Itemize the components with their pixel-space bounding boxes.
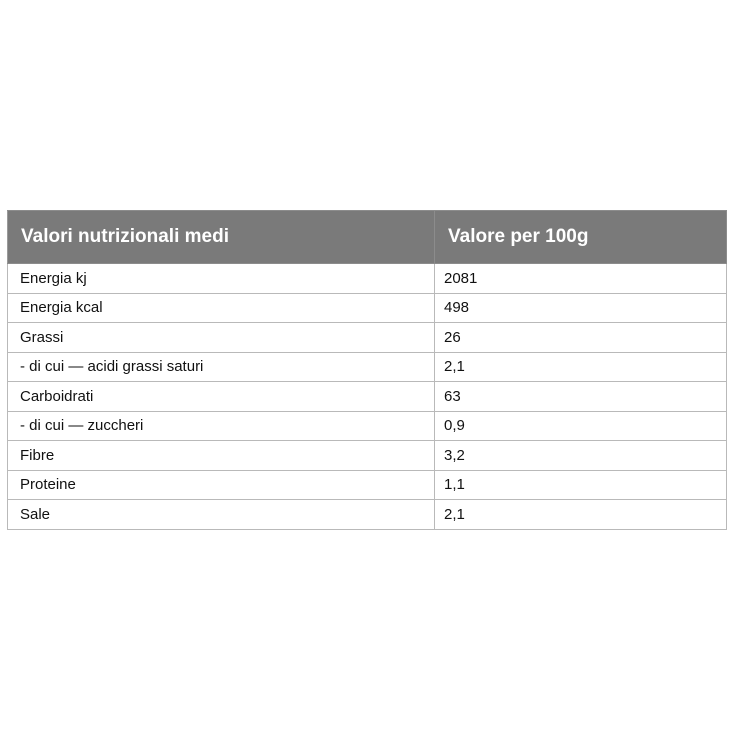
nutrient-value: 2,1 [434,499,727,530]
nutrition-table: Valori nutrizionali medi Valore per 100g… [7,210,727,530]
nutrient-name: Fibre [7,440,435,471]
nutrient-name: Proteine [7,469,435,500]
nutrient-name: - di cui — acidi grassi saturi [7,351,435,382]
nutrient-value: 498 [434,292,727,323]
table-row: Grassi 26 [7,322,727,353]
nutrient-value: 3,2 [434,440,727,471]
nutrient-name: Sale [7,499,435,530]
nutrient-value: 63 [434,381,727,412]
table-row: - di cui — zuccheri 0,9 [7,410,727,441]
nutrient-name: Energia kj [7,263,435,294]
table-row: - di cui — acidi grassi saturi 2,1 [7,351,727,382]
nutrient-value: 26 [434,322,727,353]
nutrient-value: 2081 [434,263,727,294]
header-value-per-100g: Valore per 100g [434,210,727,264]
header-row: Valori nutrizionali medi Valore per 100g [7,210,727,264]
table-row: Carboidrati 63 [7,381,727,412]
nutrient-value: 1,1 [434,469,727,500]
table-row: Energia kj 2081 [7,263,727,294]
nutrient-name: - di cui — zuccheri [7,410,435,441]
table-row: Fibre 3,2 [7,440,727,471]
table-row: Energia kcal 498 [7,292,727,323]
nutrient-name: Carboidrati [7,381,435,412]
header-nutrient: Valori nutrizionali medi [7,210,435,264]
nutrient-value: 2,1 [434,351,727,382]
nutrient-value: 0,9 [434,410,727,441]
table-row: Sale 2,1 [7,499,727,530]
table-row: Proteine 1,1 [7,469,727,500]
nutrient-name: Grassi [7,322,435,353]
nutrient-name: Energia kcal [7,292,435,323]
